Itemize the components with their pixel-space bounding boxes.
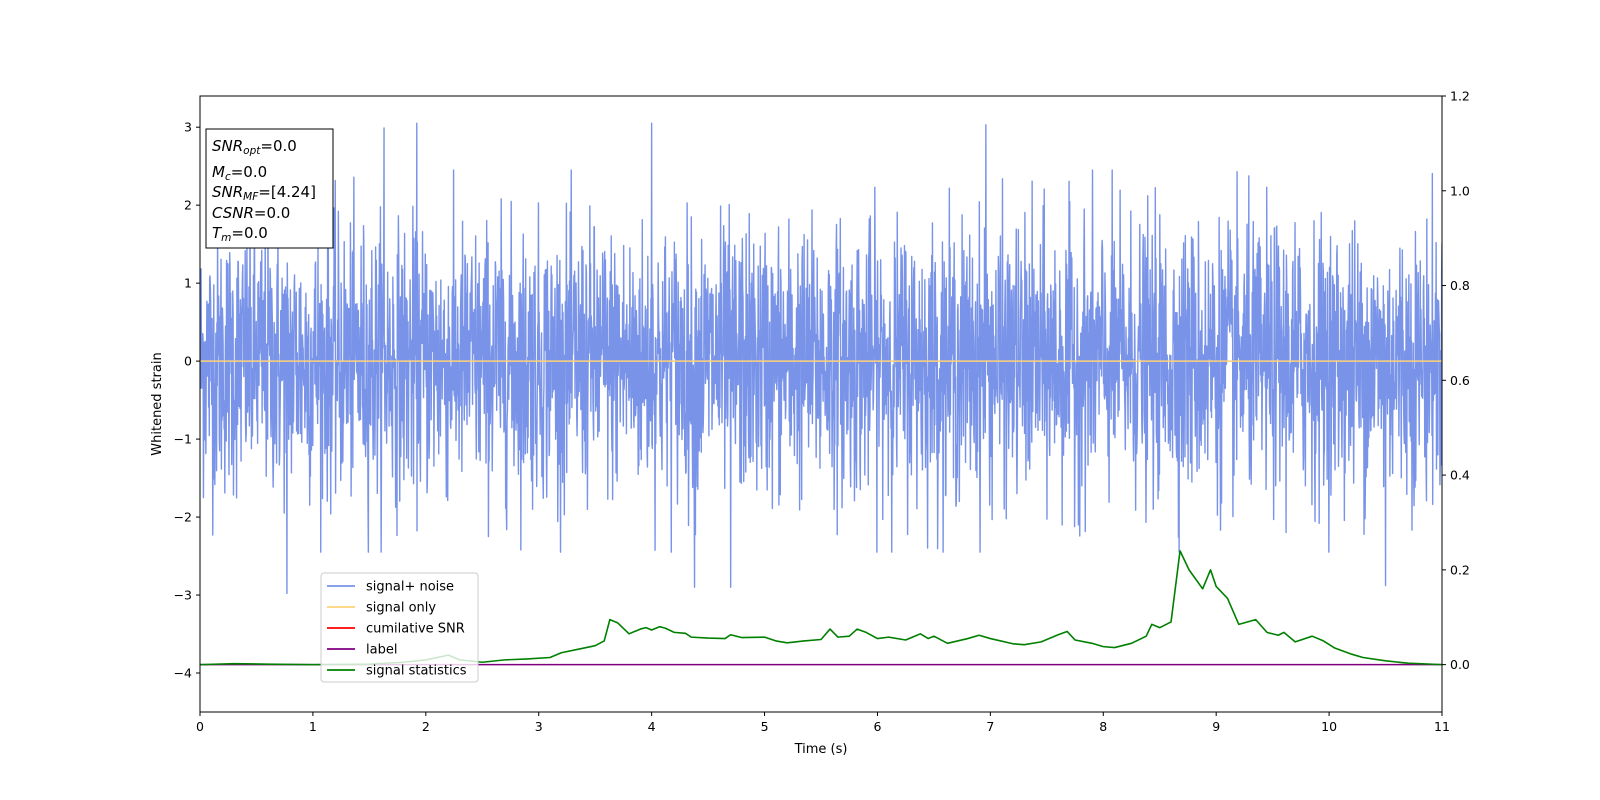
y2-tick-label: 0.0 xyxy=(1450,657,1470,672)
series-signal-noise xyxy=(200,122,1442,595)
legend: signal+ noise signal only cumilative SNR la… xyxy=(320,572,479,683)
y-tick-label: −3 xyxy=(174,588,192,603)
legend-entry-label: signal+ noise xyxy=(366,580,454,595)
y2-tick-label: 1.2 xyxy=(1450,89,1470,104)
y2-tick-label: 1.0 xyxy=(1450,183,1470,198)
annotation-line: CSNR=0.0 xyxy=(212,204,290,222)
annotation-line: SNRMF=[4.24] xyxy=(212,183,316,203)
annotation-frame xyxy=(205,128,334,249)
y2-tick-label: 0.8 xyxy=(1450,278,1470,293)
annotation-line: SNRopt=0.0 xyxy=(212,137,297,157)
y2-tick-label: 0.2 xyxy=(1450,562,1470,577)
y-tick-label: −1 xyxy=(174,432,192,447)
x-axis-label: Time (s) xyxy=(794,742,848,757)
x-tick-label: 5 xyxy=(761,719,769,734)
legend-entry-label: signal only xyxy=(366,601,436,616)
legend-entry-label: signal statistics xyxy=(366,664,467,679)
x-tick-label: 9 xyxy=(1212,719,1220,734)
x-tick-label: 3 xyxy=(535,719,543,734)
y-tick-label: 0 xyxy=(184,354,192,369)
x-tick-label: 7 xyxy=(986,719,994,734)
y-tick-label: 3 xyxy=(184,120,192,135)
x-tick-label: 4 xyxy=(648,719,656,734)
legend-entry-label: cumilative SNR xyxy=(366,622,465,637)
annotation-line: Tm=0.0 xyxy=(212,224,268,244)
x-tick-label: 1 xyxy=(309,719,317,734)
series-signal-statistics xyxy=(200,550,1442,666)
annotation-line: Mc=0.0 xyxy=(212,163,267,183)
y2-tick-label: 0.6 xyxy=(1450,373,1470,388)
y-tick-label: −4 xyxy=(174,666,192,681)
x-tick-label: 6 xyxy=(873,719,881,734)
x-tick-label: 2 xyxy=(422,719,430,734)
legend-frame xyxy=(320,572,479,683)
y-axis-label: Whitened strain xyxy=(150,352,165,455)
y-tick-label: −2 xyxy=(174,510,192,525)
y-tick-label: 1 xyxy=(184,276,192,291)
series-layer xyxy=(200,122,1442,666)
y-tick-label: 2 xyxy=(184,198,192,213)
x-tick-label: 10 xyxy=(1321,719,1337,734)
plot-frame xyxy=(199,95,1443,713)
x-tick-label: 0 xyxy=(196,719,204,734)
x-tick-label: 11 xyxy=(1434,719,1450,734)
legend-entry-label: label xyxy=(366,643,397,658)
ticks-layer: 0 1 2 3 4 5 6 7 8 9 10 11 −4 −3 −2 −1 0 1 2 3 0.0 0.2 0.4 0.6 0.… xyxy=(174,89,1470,735)
x-tick-label: 8 xyxy=(1099,719,1107,734)
y2-tick-label: 0.4 xyxy=(1450,468,1470,483)
